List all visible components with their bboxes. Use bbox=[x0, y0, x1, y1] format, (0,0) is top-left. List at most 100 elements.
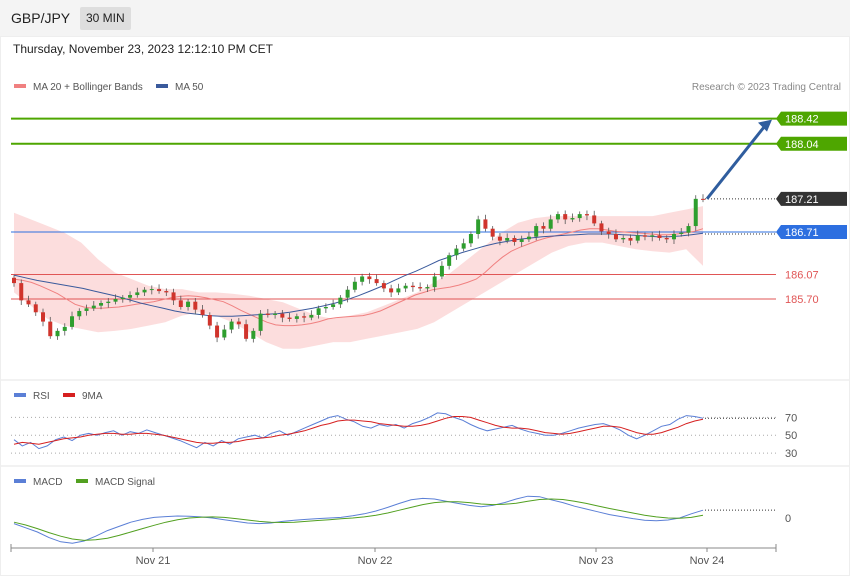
candle-body bbox=[77, 310, 82, 317]
macd-signal-line bbox=[13, 498, 704, 541]
candle-body bbox=[135, 292, 140, 296]
forecast-arrow-head bbox=[758, 119, 772, 132]
legend-swatch-macd bbox=[14, 479, 26, 483]
legend-label-macd: MACD bbox=[33, 477, 62, 488]
candle-body bbox=[222, 329, 227, 338]
candle-body bbox=[418, 287, 423, 289]
candle-body bbox=[621, 237, 626, 240]
price-label-box-target bbox=[776, 111, 847, 126]
candle-body bbox=[287, 317, 292, 319]
candle-body bbox=[599, 223, 604, 232]
candle-body bbox=[461, 243, 466, 249]
timeframe-button[interactable]: 30 MIN bbox=[80, 7, 131, 30]
rsi-ma-line bbox=[13, 416, 704, 445]
candle-body bbox=[99, 303, 104, 306]
candle-body bbox=[664, 237, 669, 240]
price-label-target: 188.04 bbox=[785, 139, 819, 151]
price-label-box-pivot bbox=[776, 225, 847, 240]
macd-tick-label: 0 bbox=[785, 513, 791, 525]
candle-body bbox=[476, 219, 481, 235]
chart-datetime: Thursday, November 23, 2023 12:12:10 PM … bbox=[13, 42, 273, 56]
candle-body bbox=[149, 289, 154, 291]
candle-body bbox=[563, 214, 568, 220]
candle-body bbox=[701, 198, 705, 200]
forecast-arrow-shaft bbox=[705, 123, 768, 200]
candle-body bbox=[41, 312, 46, 322]
candle-body bbox=[106, 301, 111, 304]
candle-body bbox=[628, 237, 633, 241]
candle-body bbox=[251, 330, 256, 339]
candle-body bbox=[497, 236, 502, 241]
candle-body bbox=[323, 306, 328, 309]
candle-body bbox=[215, 325, 220, 338]
candle-body bbox=[26, 300, 31, 305]
candle-body bbox=[280, 313, 285, 318]
legend-swatch-ma20 bbox=[14, 84, 26, 88]
candle-body bbox=[526, 236, 531, 240]
x-tick-label: Nov 24 bbox=[690, 555, 725, 567]
candle-body bbox=[360, 276, 365, 282]
candle-body bbox=[606, 231, 611, 235]
candle-body bbox=[193, 301, 198, 310]
candle-body bbox=[294, 316, 299, 319]
rsi-tick-label: 70 bbox=[785, 412, 797, 424]
legend-swatch-ma50 bbox=[156, 84, 168, 88]
candle-body bbox=[410, 285, 415, 288]
candle-body bbox=[273, 313, 278, 315]
candle-body bbox=[577, 214, 582, 219]
candle-body bbox=[229, 321, 234, 330]
legend-label-ma50: MA 50 bbox=[175, 82, 204, 93]
candle-body bbox=[331, 304, 336, 307]
price-label-last: 187.21 bbox=[785, 194, 819, 206]
candle-body bbox=[367, 276, 372, 280]
legend-label-ma20: MA 20 + Bollinger Bands bbox=[33, 82, 143, 93]
candle-body bbox=[352, 281, 357, 290]
price-label-box-target bbox=[776, 136, 847, 151]
macd-line bbox=[13, 495, 704, 544]
candle-body bbox=[555, 214, 560, 220]
candle-body bbox=[244, 324, 249, 339]
candle-body bbox=[613, 234, 618, 240]
candle-body bbox=[454, 248, 459, 256]
candle-body bbox=[389, 288, 394, 293]
candle-body bbox=[650, 235, 655, 237]
candle-body bbox=[374, 279, 379, 284]
candle-body bbox=[12, 277, 16, 284]
candle-body bbox=[693, 198, 698, 227]
candle-body bbox=[519, 239, 524, 242]
candle-body bbox=[425, 287, 430, 289]
rsi-tick-label: 30 bbox=[785, 448, 797, 460]
candle-body bbox=[128, 295, 133, 298]
candle-body bbox=[142, 289, 147, 293]
candle-body bbox=[468, 234, 473, 244]
legend-swatch-rsi-ma bbox=[63, 393, 75, 397]
x-tick-label: Nov 21 bbox=[136, 555, 171, 567]
candle-body bbox=[635, 235, 640, 241]
candle-body bbox=[171, 292, 176, 301]
candle-body bbox=[396, 288, 401, 293]
candle-body bbox=[19, 283, 24, 301]
legend-label-rsi: RSI bbox=[33, 391, 50, 402]
candle-body bbox=[157, 289, 162, 292]
candle-body bbox=[186, 301, 191, 307]
candle-body bbox=[570, 218, 575, 220]
price-label-support: 185.70 bbox=[785, 294, 819, 306]
legend-label-macd-signal: MACD Signal bbox=[95, 477, 155, 488]
candle-body bbox=[265, 313, 270, 315]
candle-body bbox=[512, 237, 517, 242]
candle-body bbox=[84, 308, 89, 311]
candle-body bbox=[439, 265, 444, 277]
candle-body bbox=[432, 276, 437, 288]
candle-body bbox=[381, 283, 386, 289]
ma20-line bbox=[13, 228, 704, 327]
candle-body bbox=[258, 313, 263, 331]
candle-body bbox=[490, 228, 495, 237]
candle-body bbox=[686, 226, 691, 233]
candle-body bbox=[541, 226, 546, 229]
candle-body bbox=[534, 226, 539, 237]
ma50-line bbox=[13, 232, 704, 317]
price-label-target: 188.42 bbox=[785, 114, 819, 126]
candle-body bbox=[200, 309, 205, 315]
candle-body bbox=[679, 232, 684, 235]
